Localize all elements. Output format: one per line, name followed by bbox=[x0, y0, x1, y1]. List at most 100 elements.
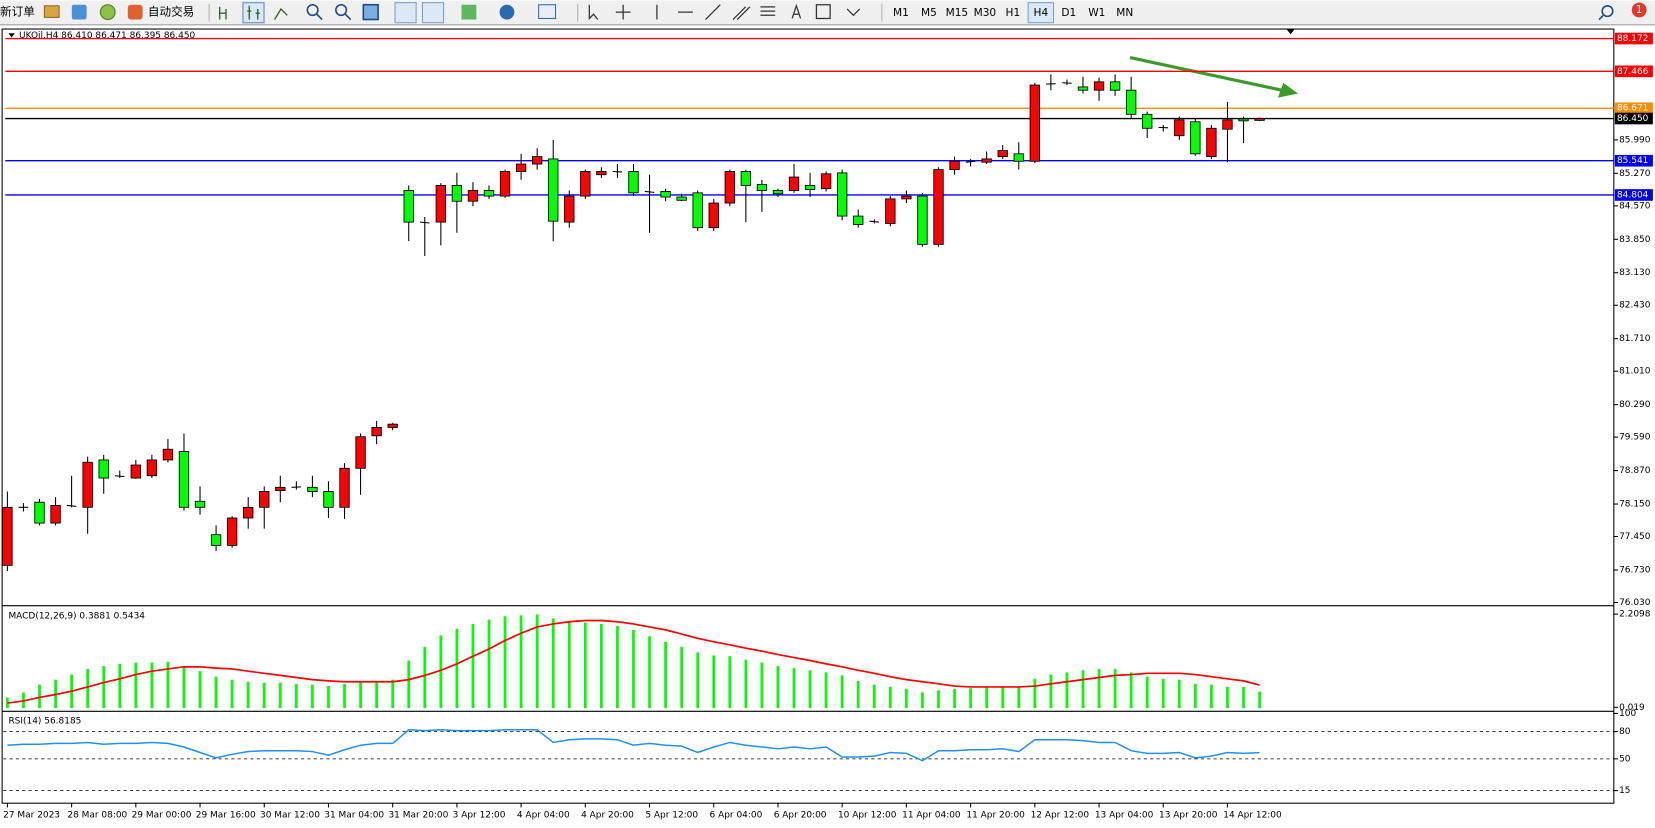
timeframe-button[interactable]: H1 bbox=[1006, 7, 1021, 19]
new-order-button[interactable]: 新订单 bbox=[0, 5, 35, 19]
drawing-tools[interactable] bbox=[588, 3, 861, 20]
plot-area: UKOil,H4 86.410 86.471 86.395 86.450 85.9… bbox=[2, 31, 1653, 820]
x-tick-label: 14 Apr 12:00 bbox=[1223, 810, 1282, 820]
icon[interactable] bbox=[344, 13, 352, 21]
crosshair-tool[interactable] bbox=[615, 4, 631, 20]
tile[interactable] bbox=[362, 3, 379, 21]
timeframe-button[interactable]: W1 bbox=[1088, 7, 1105, 19]
timeframe-button[interactable]: M5 bbox=[921, 7, 937, 19]
icon[interactable] bbox=[43, 5, 60, 18]
candle-body bbox=[997, 150, 1008, 158]
candle-body bbox=[788, 176, 800, 191]
fibo-tool[interactable] bbox=[760, 6, 776, 16]
candle-body bbox=[692, 192, 703, 229]
trendline-tool[interactable] bbox=[705, 4, 721, 20]
icon-pressed[interactable] bbox=[394, 2, 417, 24]
trend-arrow bbox=[1129, 55, 1299, 98]
y-tick-label: 83.850 bbox=[1619, 235, 1651, 245]
candle-body bbox=[708, 202, 719, 229]
icon[interactable] bbox=[316, 13, 323, 21]
x-tick-label: 6 Apr 20:00 bbox=[774, 810, 827, 820]
periods-icon[interactable] bbox=[499, 4, 515, 20]
icon-pressed[interactable] bbox=[242, 1, 265, 24]
candle-body bbox=[66, 504, 77, 507]
auto-trading-icon[interactable] bbox=[127, 4, 143, 20]
candle-body bbox=[1029, 84, 1040, 162]
level-price-box bbox=[1614, 189, 1653, 201]
x-tick-label: 11 Apr 20:00 bbox=[966, 810, 1025, 820]
icon[interactable] bbox=[99, 4, 116, 21]
candle-body bbox=[210, 534, 222, 546]
zoom-out[interactable] bbox=[335, 3, 348, 17]
chart-shift-marker[interactable] bbox=[1286, 29, 1295, 35]
candle-body bbox=[1013, 153, 1024, 162]
candle-body bbox=[323, 491, 334, 508]
candle-body bbox=[820, 173, 832, 190]
y-tick-label: 78.150 bbox=[1619, 500, 1651, 510]
timeframe-active bbox=[1027, 2, 1055, 24]
candle-body bbox=[885, 198, 896, 224]
y-tick-label: 84.570 bbox=[1619, 201, 1651, 211]
candle-body bbox=[1125, 89, 1137, 115]
candle-body bbox=[435, 184, 447, 223]
cursor-tool[interactable] bbox=[588, 4, 599, 20]
candle-body bbox=[1174, 119, 1185, 137]
indicator-title: MACD(12,26,9) 0.3881 0.5434 bbox=[8, 612, 145, 622]
timeframe-button[interactable]: MN bbox=[1116, 7, 1133, 19]
icon[interactable] bbox=[274, 7, 288, 20]
level-price-box bbox=[1614, 102, 1653, 115]
x-tick-label: 4 Apr 04:00 bbox=[517, 810, 570, 820]
y-tick-label: 83.130 bbox=[1619, 268, 1651, 278]
candle-body bbox=[403, 190, 414, 223]
candle-body bbox=[82, 461, 93, 508]
notification-badge[interactable] bbox=[1631, 2, 1647, 18]
timeframe-button[interactable]: M30 bbox=[974, 7, 997, 19]
y-tick-label: 77.450 bbox=[1619, 532, 1651, 542]
candle-body bbox=[130, 464, 141, 479]
candle-body bbox=[226, 517, 238, 546]
candle-body bbox=[531, 156, 543, 165]
x-tick-label: 30 Mar 12:00 bbox=[260, 810, 320, 820]
search-icon[interactable] bbox=[1601, 5, 1614, 18]
candle-body bbox=[499, 171, 511, 197]
candle-body bbox=[1190, 121, 1201, 155]
candle-body bbox=[1142, 113, 1153, 129]
timeframe-button[interactable]: M15 bbox=[946, 7, 969, 19]
y-tick-label: 0.019 bbox=[1619, 703, 1645, 713]
text-tool[interactable] bbox=[791, 3, 802, 19]
x-tick-label: 13 Apr 20:00 bbox=[1159, 810, 1218, 820]
auto-trading-button[interactable]: 自动交易 bbox=[148, 5, 194, 19]
x-tick-label: 5 Apr 12:00 bbox=[645, 810, 698, 820]
x-tick-label: 28 Mar 08:00 bbox=[67, 810, 127, 820]
timeframe-button[interactable]: H4 bbox=[1034, 7, 1049, 19]
shapes-tool[interactable] bbox=[846, 8, 861, 17]
templates-icon[interactable] bbox=[538, 4, 557, 19]
zoom-in[interactable] bbox=[306, 3, 319, 17]
candle-body bbox=[564, 195, 575, 223]
tool-icons[interactable] bbox=[218, 1, 288, 24]
search-icon[interactable] bbox=[1598, 14, 1604, 21]
zoom-icons[interactable] bbox=[306, 3, 379, 21]
timeframe-button[interactable]: D1 bbox=[1061, 7, 1076, 19]
x-tick-label: 31 Mar 20:00 bbox=[388, 810, 448, 820]
candle-body bbox=[660, 191, 671, 198]
x-tick-label: 29 Mar 16:00 bbox=[196, 810, 256, 820]
candle-body bbox=[1238, 118, 1249, 122]
icon[interactable] bbox=[71, 4, 87, 20]
level-price-label: 85.541 bbox=[1617, 156, 1648, 166]
indicators-icon[interactable] bbox=[461, 4, 477, 20]
candle-body bbox=[275, 486, 286, 492]
candle-body bbox=[355, 436, 366, 469]
candle-body bbox=[1254, 118, 1265, 121]
icon-pressed[interactable] bbox=[421, 2, 445, 24]
y-tick-label: 76.730 bbox=[1619, 566, 1651, 576]
channel-tool[interactable] bbox=[732, 6, 751, 20]
y-tick-label: 50 bbox=[1619, 754, 1631, 764]
label-tool[interactable] bbox=[815, 4, 831, 20]
candle-body bbox=[178, 451, 190, 508]
icon[interactable] bbox=[218, 6, 227, 20]
timeframe-button[interactable]: M1 bbox=[893, 7, 909, 19]
icon[interactable] bbox=[247, 5, 260, 20]
candle-body bbox=[853, 215, 864, 225]
candle-body bbox=[644, 190, 655, 193]
